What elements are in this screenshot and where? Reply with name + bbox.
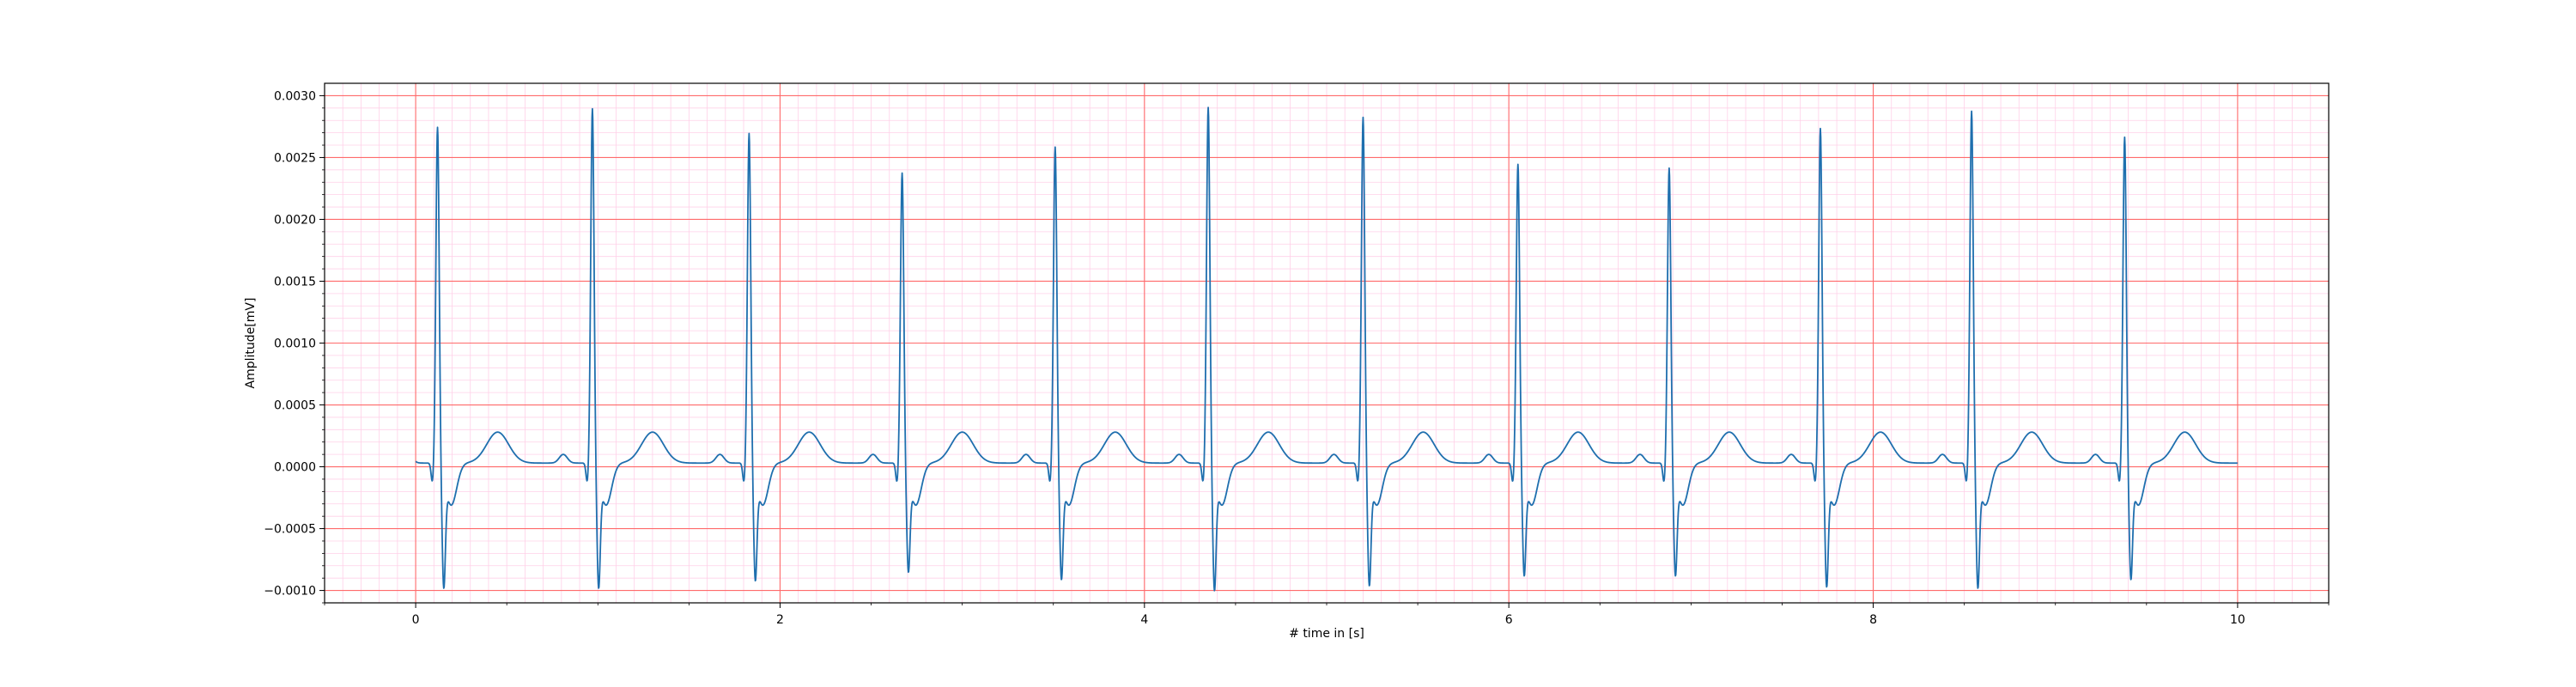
y-tick-label: 0.0005 <box>274 399 316 413</box>
y-tick-label: 0.0015 <box>274 275 316 289</box>
y-tick-label: 0.0025 <box>274 151 316 165</box>
x-axis-label: # time in [s] <box>1289 627 1364 641</box>
y-tick-label: −0.0010 <box>264 585 316 599</box>
y-tick-label: −0.0005 <box>264 523 316 537</box>
y-tick-label: 0.0030 <box>274 89 316 103</box>
x-tick-label: 0 <box>412 613 420 627</box>
y-axis-label: Amplitude[mV] <box>244 298 258 389</box>
ecg-series <box>415 106 2239 592</box>
y-tick-label: 0.0010 <box>274 337 316 351</box>
x-tick-labels: 0 2 4 6 8 10 <box>412 613 2245 627</box>
ecg-line <box>415 106 2239 592</box>
y-tick-label: 0.0000 <box>274 461 316 475</box>
x-tick-label: 10 <box>2230 613 2245 627</box>
y-tick-labels: −0.0010 −0.0005 0.0000 0.0005 0.0010 0.0015 0.… <box>264 89 316 598</box>
x-tick-label: 6 <box>1505 613 1513 627</box>
y-tick-label: 0.0020 <box>274 213 316 227</box>
axis-ticks <box>319 94 2330 608</box>
major-grid <box>325 83 2329 603</box>
x-tick-label: 8 <box>1869 613 1877 627</box>
x-tick-label: 2 <box>776 613 784 627</box>
x-tick-label: 4 <box>1140 613 1148 627</box>
